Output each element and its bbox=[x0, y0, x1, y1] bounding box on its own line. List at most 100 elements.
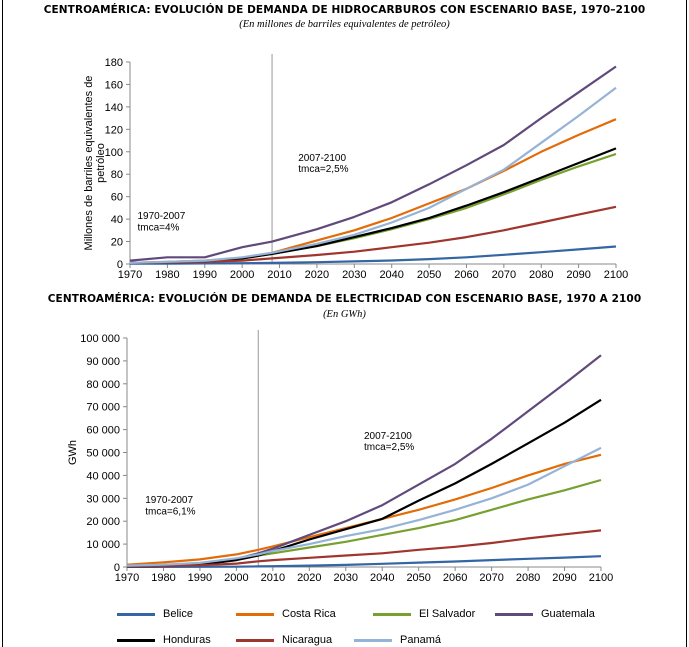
chart-1-annotation: tmca=2,5% bbox=[298, 164, 348, 175]
chart-2-x-tick-label: 2070 bbox=[479, 572, 503, 584]
chart-2-x-tick-label: 2050 bbox=[406, 572, 430, 584]
chart-2-series-honduras bbox=[126, 398, 602, 568]
chart-2-y-tick-label: 80 000 bbox=[86, 379, 120, 391]
chart-2-annotation: tmca=6,1% bbox=[145, 506, 195, 517]
chart-1-x-tick-label: 2090 bbox=[566, 269, 590, 281]
chart-2-y-tick-label: 60 000 bbox=[86, 425, 120, 437]
chart-1-y-axis-label: Millones de barriles equivalentes depetr… bbox=[83, 76, 107, 251]
chart-2-series-nicaragua bbox=[126, 529, 602, 568]
legend-item-belice: Belice bbox=[117, 608, 193, 620]
legend-item-nicaragua: Nicaragua bbox=[236, 634, 332, 646]
chart-2-annotation: tmca=2,5% bbox=[364, 442, 414, 453]
legend-label-el-salvador: El Salvador bbox=[419, 608, 476, 620]
chart-2-y-axis-label: GWh bbox=[67, 440, 79, 465]
chart-2-x-tick-label: 2000 bbox=[224, 572, 248, 584]
chart-2-subtitle: (En GWh) bbox=[323, 309, 366, 320]
chart-1-series-nicaragua bbox=[129, 205, 617, 264]
chart-1-y-tick-label: 120 bbox=[105, 124, 123, 136]
chart-2-y-tick-label: 30 000 bbox=[86, 493, 120, 505]
chart-1-x-tick-label: 2100 bbox=[604, 269, 628, 281]
chart-1-y-tick-label: 60 bbox=[111, 192, 123, 204]
chart-2-x-tick-label: 1970 bbox=[115, 572, 139, 584]
chart-2-series-guatemala bbox=[126, 354, 602, 568]
chart-1-y-tick-label: 160 bbox=[105, 79, 123, 91]
chart-1-x-tick-label: 2000 bbox=[230, 269, 254, 281]
chart-2-y-tick-label: 100 000 bbox=[80, 333, 120, 345]
legend-swatch-nicaragua bbox=[236, 638, 274, 642]
legend-item-panama: Panamá bbox=[354, 634, 441, 646]
chart-2-x-tick-label: 2080 bbox=[516, 572, 540, 584]
legend-swatch-panama bbox=[354, 638, 392, 642]
chart-1-y-axis-label-line-2: petróleo bbox=[95, 143, 107, 183]
chart-1-y-axis-label-line-1: Millones de barriles equivalentes de bbox=[83, 76, 95, 251]
chart-1-y-tick-label: 140 bbox=[105, 102, 123, 114]
chart-1-x-tick-label: 2080 bbox=[529, 269, 553, 281]
chart-2-x-tick-label: 2090 bbox=[552, 572, 576, 584]
chart-1-x-tick-label: 2060 bbox=[454, 269, 478, 281]
chart-1-x-tick-label: 2070 bbox=[492, 269, 516, 281]
chart-2-x-tick-label: 2040 bbox=[370, 572, 394, 584]
chart-1-series-guatemala bbox=[129, 65, 617, 262]
chart-2-x-tick-label: 1990 bbox=[188, 572, 212, 584]
legend-swatch-el-salvador bbox=[373, 612, 411, 616]
chart-1-x-tick-label: 2030 bbox=[342, 269, 366, 281]
chart-1-series-honduras bbox=[129, 147, 617, 264]
chart-2-x-tick-label: 2060 bbox=[443, 572, 467, 584]
chart-1-y-tick-label: 80 bbox=[111, 169, 123, 181]
chart-2-y-tick-label: 20 000 bbox=[86, 516, 120, 528]
legend-swatch-costa-rica bbox=[236, 612, 274, 616]
legend-label-honduras: Honduras bbox=[163, 634, 211, 646]
chart-1-annotation: 1970-2007 bbox=[137, 211, 185, 222]
chart-1-y-tick-label: 40 bbox=[111, 214, 123, 226]
legend-label-nicaragua: Nicaragua bbox=[282, 634, 333, 646]
chart-2-y-tick-label: 50 000 bbox=[86, 448, 120, 460]
legend-item-costa-rica: Costa Rica bbox=[236, 608, 336, 620]
chart-1-title: CENTROAMÉRICA: EVOLUCIÓN DE DEMANDA DE H… bbox=[43, 4, 646, 16]
legend: Belice Costa Rica El Salvador Guatemala … bbox=[0, 600, 689, 647]
chart-1-x-tick-label: 1990 bbox=[193, 269, 217, 281]
chart-1-subtitle: (En millones de barriles equivalentes de… bbox=[239, 19, 450, 30]
chart-2-x-tick-label: 2100 bbox=[589, 572, 613, 584]
chart-1-annotation: 2007-2100 bbox=[298, 153, 346, 164]
chart-2-annotation: 2007-2100 bbox=[364, 431, 412, 442]
legend-item-honduras: Honduras bbox=[117, 634, 211, 646]
chart-2-x-tick-label: 2010 bbox=[261, 572, 285, 584]
chart-2-y-tick-label: 70 000 bbox=[86, 402, 120, 414]
chart-2-x-tick-label: 1980 bbox=[151, 572, 175, 584]
legend-label-guatemala: Guatemala bbox=[541, 608, 595, 620]
chart-2-x-tick-label: 2030 bbox=[334, 572, 358, 584]
chart-2-series-belice bbox=[127, 555, 602, 569]
chart-2-annotation: 1970-2007 bbox=[145, 495, 193, 506]
chart-2-x-tick-label: 2020 bbox=[297, 572, 321, 584]
chart-1-x-tick-label: 2050 bbox=[417, 269, 441, 281]
chart-2-y-tick-label: 0 bbox=[114, 562, 120, 574]
legend-label-panama: Panamá bbox=[400, 634, 441, 646]
chart-1-y-tick-label: 100 bbox=[105, 147, 123, 159]
chart-2-series-costa-rica bbox=[126, 453, 602, 566]
chart-2-y-tick-label: 10 000 bbox=[86, 539, 120, 551]
chart-1-y-tick-label: 0 bbox=[117, 259, 123, 271]
chart-2-y-tick-label: 90 000 bbox=[86, 356, 120, 368]
chart-2-series-panam- bbox=[126, 446, 602, 567]
legend-item-el-salvador: El Salvador bbox=[373, 608, 475, 620]
chart-1-y-tick-label: 20 bbox=[111, 237, 123, 249]
chart-1-x-tick-label: 1980 bbox=[155, 269, 179, 281]
chart-1-x-tick-label: 2010 bbox=[267, 269, 291, 281]
chart-1-series-belice bbox=[129, 245, 617, 265]
chart-1-x-tick-label: 2020 bbox=[305, 269, 329, 281]
chart-1-x-tick-label: 1970 bbox=[118, 269, 142, 281]
chart-1-annotation: tmca=4% bbox=[137, 222, 179, 233]
chart-1-y-tick-label: 180 bbox=[105, 57, 123, 69]
legend-label-costa-rica: Costa Rica bbox=[282, 608, 336, 620]
chart-1-x-tick-label: 2040 bbox=[379, 269, 403, 281]
legend-item-guatemala: Guatemala bbox=[495, 608, 595, 620]
chart-2-title: CENTROAMÉRICA: EVOLUCIÓN DE DEMANDA DE E… bbox=[47, 293, 642, 305]
chart-1-series-panam- bbox=[129, 86, 617, 264]
legend-swatch-belice bbox=[117, 612, 155, 616]
legend-swatch-guatemala bbox=[495, 612, 533, 616]
chart-2-y-tick-label: 40 000 bbox=[86, 470, 120, 482]
page-border-left bbox=[2, 0, 3, 647]
legend-swatch-honduras bbox=[117, 638, 155, 642]
page-border-right bbox=[686, 0, 687, 647]
